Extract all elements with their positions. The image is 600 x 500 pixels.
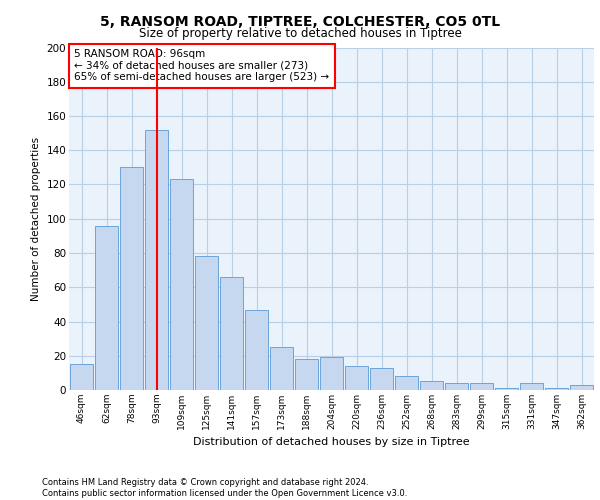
Bar: [545, 388, 568, 390]
Bar: [145, 130, 169, 390]
Text: 5 RANSOM ROAD: 96sqm
← 34% of detached houses are smaller (273)
65% of semi-deta: 5 RANSOM ROAD: 96sqm ← 34% of detached h…: [74, 49, 329, 82]
Bar: [95, 226, 118, 390]
Bar: [470, 383, 493, 390]
Bar: [344, 366, 368, 390]
X-axis label: Distribution of detached houses by size in Tiptree: Distribution of detached houses by size …: [193, 438, 470, 448]
Y-axis label: Number of detached properties: Number of detached properties: [31, 136, 41, 301]
Bar: [220, 277, 244, 390]
Bar: [445, 383, 469, 390]
Bar: [494, 388, 518, 390]
Text: Contains HM Land Registry data © Crown copyright and database right 2024.
Contai: Contains HM Land Registry data © Crown c…: [42, 478, 407, 498]
Bar: [370, 368, 394, 390]
Bar: [320, 358, 343, 390]
Bar: [119, 168, 143, 390]
Text: Size of property relative to detached houses in Tiptree: Size of property relative to detached ho…: [139, 28, 461, 40]
Bar: [395, 376, 418, 390]
Bar: [170, 180, 193, 390]
Bar: [520, 383, 544, 390]
Bar: [569, 385, 593, 390]
Bar: [194, 256, 218, 390]
Bar: [245, 310, 268, 390]
Bar: [269, 347, 293, 390]
Bar: [295, 359, 319, 390]
Bar: [419, 382, 443, 390]
Bar: [70, 364, 94, 390]
Text: 5, RANSOM ROAD, TIPTREE, COLCHESTER, CO5 0TL: 5, RANSOM ROAD, TIPTREE, COLCHESTER, CO5…: [100, 15, 500, 29]
